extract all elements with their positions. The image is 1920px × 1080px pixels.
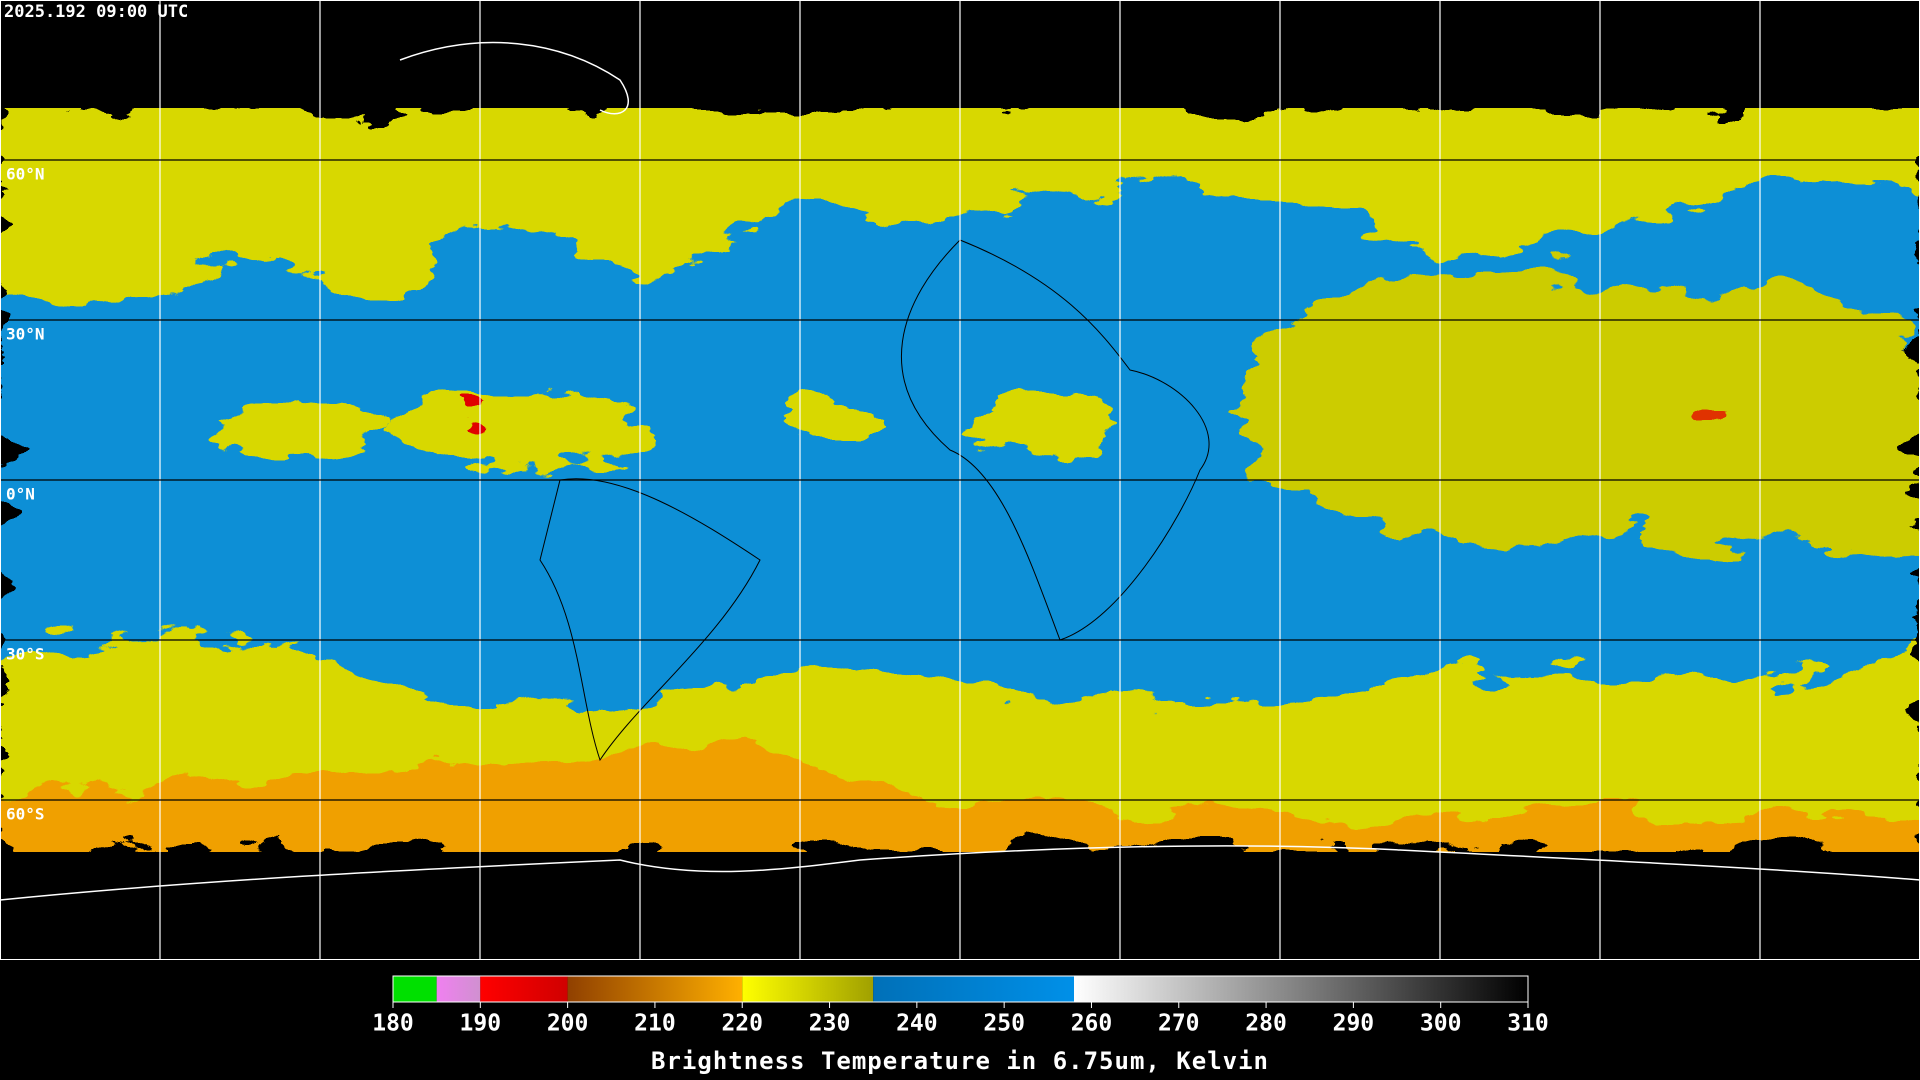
colorbar-frame [392, 975, 1529, 1003]
cloud-atlantic [785, 400, 875, 450]
colorbar-title: Brightness Temperature in 6.75um, Kelvin [651, 1047, 1269, 1075]
lat-label: 30°S [6, 645, 45, 664]
cloud-africa [980, 385, 1120, 455]
colorbar-tick-label: 300 [1420, 1011, 1462, 1037]
colorbar-segment [480, 976, 568, 1002]
timestamp: 2025.192 09:00 UTC [4, 2, 188, 22]
cloud-pacific [210, 410, 390, 450]
colorbar-tick-label: 240 [896, 1011, 938, 1037]
colorbar-segment [436, 976, 481, 1002]
colorbar-tick-label: 310 [1507, 1011, 1549, 1037]
colorbar-tick-label: 290 [1333, 1011, 1375, 1037]
coast-south-america [539, 478, 761, 762]
coast-greenland [399, 41, 629, 115]
deep-convection [1688, 412, 1712, 428]
colorbar-tick-label: 210 [634, 1011, 676, 1037]
colorbar-segment [567, 976, 743, 1002]
colorbar: 180 190 200 210 220 230 240 250 260 270 280 290 300 3… [372, 975, 1549, 1037]
colorbar-tick-label: 250 [983, 1011, 1025, 1037]
graticule: 60°N 30°N 0°N 30°S 60°S [0, 0, 1920, 960]
colorbar-tick-label: 200 [547, 1011, 589, 1037]
colorbar-tick-label: 230 [809, 1011, 851, 1037]
lat-label: 60°N [6, 165, 45, 184]
colorbar-tick-label: 280 [1245, 1011, 1287, 1037]
coastlines [0, 41, 1920, 901]
lat-label: 0°N [6, 485, 35, 504]
colorbar-tick-label: 260 [1071, 1011, 1113, 1037]
colorbar-tick-label: 190 [460, 1011, 502, 1037]
lat-label: 30°N [6, 325, 45, 344]
colorbar-tick-label: 180 [372, 1011, 414, 1037]
colorbar-segment [742, 976, 874, 1002]
coast-africa [901, 239, 1210, 641]
coast-antarctica [0, 845, 1920, 901]
colorbar-tick-label: 220 [721, 1011, 763, 1037]
moist-asia [1243, 276, 1920, 548]
colorbar-segment [393, 976, 437, 1002]
colorbar-segment [1074, 976, 1528, 1002]
colorbar-segment [873, 976, 1074, 1002]
coastlines-inner [539, 239, 1210, 762]
cloud-america [390, 390, 650, 470]
colorbar-tick-label: 270 [1158, 1011, 1200, 1037]
lat-label: 60°S [6, 805, 45, 824]
